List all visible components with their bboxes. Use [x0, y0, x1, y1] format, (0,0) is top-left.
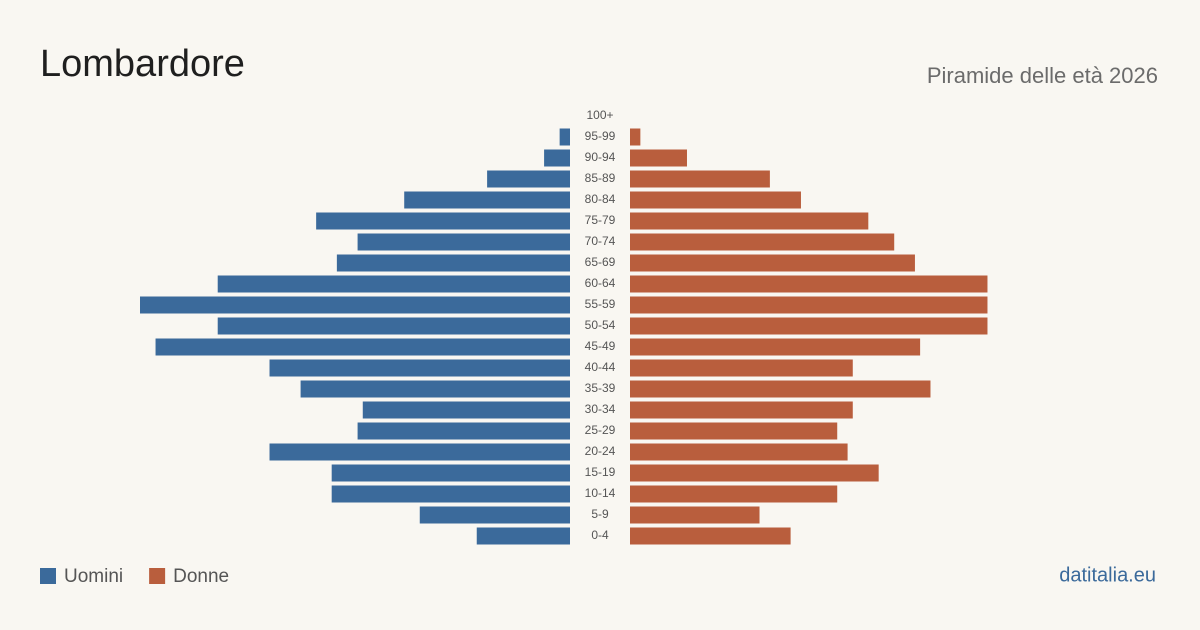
- bar: [331, 464, 570, 482]
- chart-title: Lombardore: [40, 43, 245, 85]
- bar: [630, 212, 869, 230]
- age-label: 0-4: [591, 528, 609, 542]
- age-label: 65-69: [585, 255, 616, 269]
- bar: [630, 527, 791, 545]
- bar: [630, 317, 988, 335]
- bar: [140, 296, 570, 314]
- bar: [269, 359, 570, 377]
- age-label: 5-9: [591, 507, 609, 521]
- age-label: 40-44: [585, 360, 616, 374]
- age-label: 75-79: [585, 213, 616, 227]
- bar: [559, 128, 570, 146]
- bar: [544, 149, 570, 167]
- bar: [630, 191, 801, 209]
- age-label: 100+: [586, 108, 613, 122]
- legend-swatch: [149, 568, 166, 584]
- bar: [630, 443, 848, 461]
- bar: [630, 338, 921, 356]
- bar: [630, 464, 879, 482]
- age-label: 35-39: [585, 381, 616, 395]
- chart-subtitle: Piramide delle età 2026: [927, 63, 1158, 88]
- bar: [630, 296, 988, 314]
- bar: [404, 191, 570, 209]
- bar: [630, 170, 770, 188]
- legend-label: Uomini: [64, 566, 123, 587]
- source[interactable]: datitalia.eu: [1059, 564, 1156, 586]
- bar: [362, 401, 570, 419]
- age-label: 30-34: [585, 402, 616, 416]
- bar: [357, 233, 570, 251]
- age-label: 50-54: [585, 318, 616, 332]
- bar: [357, 422, 570, 440]
- age-label: 80-84: [585, 192, 616, 206]
- bar: [630, 506, 760, 524]
- age-label: 45-49: [585, 339, 616, 353]
- age-label: 85-89: [585, 171, 616, 185]
- bar: [630, 254, 915, 272]
- age-label: 15-19: [585, 465, 616, 479]
- age-label: 60-64: [585, 276, 616, 290]
- legend-label: Donne: [173, 566, 229, 587]
- bar: [217, 275, 570, 293]
- age-label: 90-94: [585, 150, 616, 164]
- bar: [419, 506, 570, 524]
- bar: [331, 485, 570, 503]
- bar: [487, 170, 570, 188]
- age-label: 20-24: [585, 444, 616, 458]
- bar: [630, 128, 641, 146]
- bar: [476, 527, 570, 545]
- bar: [630, 485, 838, 503]
- age-label: 25-29: [585, 423, 616, 437]
- bar: [269, 443, 570, 461]
- bar: [630, 380, 931, 398]
- age-label: 10-14: [585, 486, 616, 500]
- bar: [155, 338, 570, 356]
- age-label: 70-74: [585, 234, 616, 248]
- bar: [630, 422, 838, 440]
- age-label: 95-99: [585, 129, 616, 143]
- bar: [630, 233, 895, 251]
- bar: [217, 317, 570, 335]
- bar: [316, 212, 570, 230]
- bar: [630, 149, 687, 167]
- bar: [630, 401, 853, 419]
- legend-swatch: [40, 568, 56, 584]
- bar: [336, 254, 570, 272]
- age-label: 55-59: [585, 297, 616, 311]
- bar: [300, 380, 570, 398]
- bar: [630, 359, 853, 377]
- bar: [630, 275, 988, 293]
